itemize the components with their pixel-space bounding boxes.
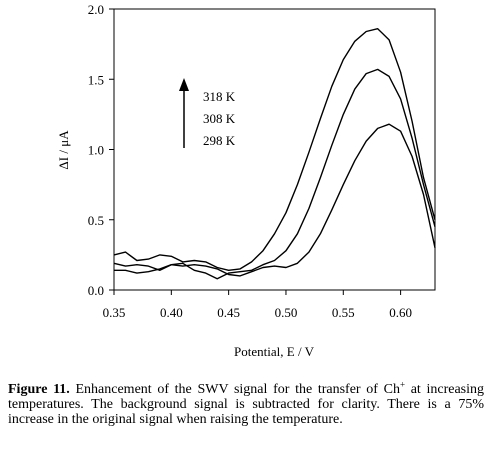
plot-area-frame <box>113 8 436 291</box>
y-tick-label: 1.0 <box>88 143 104 158</box>
y-tick-label: 1.5 <box>88 72 104 87</box>
caption-superscript: + <box>399 379 406 390</box>
x-tick-label: 0.40 <box>160 305 183 320</box>
series-line-318k <box>113 28 436 271</box>
y-tick-label: 0.5 <box>88 213 104 228</box>
caption-label: Figure 11. <box>8 382 70 397</box>
y-tick-label: 0.0 <box>88 283 104 298</box>
series-line-298k <box>114 123 436 277</box>
x-tick-label: 0.50 <box>275 305 298 320</box>
series-lines <box>113 28 436 280</box>
x-axis-ticks: 0.35 0.40 0.45 0.50 0.55 0.60 <box>103 290 412 320</box>
annotation-318k: 318 K <box>203 89 236 104</box>
x-tick-label: 0.55 <box>332 305 355 320</box>
x-tick-label: 0.45 <box>217 305 240 320</box>
caption-text-start: Enhancement of the SWV signal for the tr… <box>69 382 400 397</box>
figure-caption: Figure 11. Enhancement of the SWV signal… <box>8 379 485 427</box>
y-axis-title: ΔI / μA <box>56 130 71 170</box>
x-axis-title: Potential, E / V <box>234 344 315 359</box>
annotation-308k: 308 K <box>203 111 236 126</box>
swv-chart: 0.35 0.40 0.45 0.50 0.55 0.60 0.0 0.5 1.0 1.5 2.0… <box>56 2 436 359</box>
temperature-arrow <box>179 78 189 148</box>
x-tick-label: 0.35 <box>103 305 126 320</box>
y-axis-ticks: 0.0 0.5 1.0 1.5 2.0 <box>88 2 114 298</box>
caption-text-end: at increasing temperatures. The backgrou… <box>8 382 485 427</box>
annotation-298k: 298 K <box>203 133 236 148</box>
y-tick-label: 2.0 <box>88 2 104 17</box>
series-line-308k <box>113 68 436 280</box>
x-tick-label: 0.60 <box>389 305 412 320</box>
